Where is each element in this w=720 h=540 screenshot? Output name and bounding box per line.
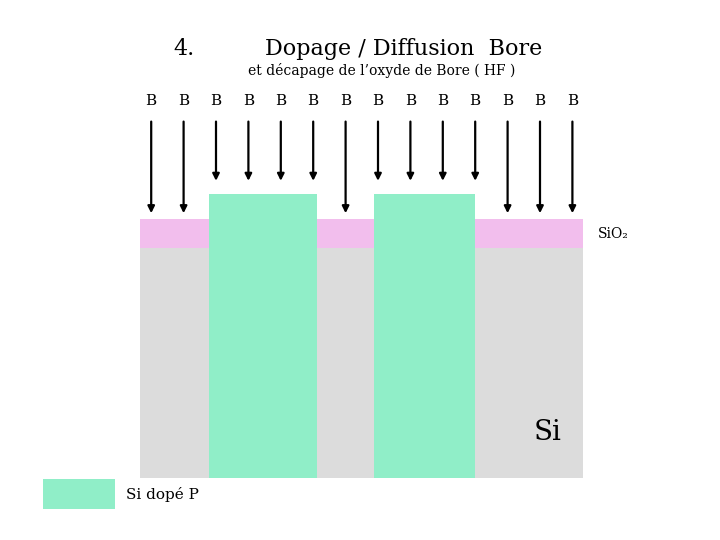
- Text: B: B: [307, 94, 319, 108]
- Text: B: B: [534, 94, 546, 108]
- Text: B: B: [210, 94, 222, 108]
- Text: Dopage / Diffusion  Bore: Dopage / Diffusion Bore: [264, 38, 542, 59]
- Text: Si: Si: [534, 418, 561, 445]
- Bar: [43, 479, 115, 509]
- Text: B: B: [372, 94, 384, 108]
- Text: B: B: [243, 94, 254, 108]
- Text: B: B: [178, 94, 189, 108]
- Bar: [374, 219, 475, 248]
- Text: 4.: 4.: [173, 38, 194, 59]
- Bar: [209, 194, 317, 478]
- Text: B: B: [145, 94, 157, 108]
- Text: B: B: [502, 94, 513, 108]
- Text: B: B: [340, 94, 351, 108]
- Bar: [374, 194, 475, 478]
- Bar: [140, 219, 583, 248]
- Text: B: B: [469, 94, 481, 108]
- Bar: [140, 243, 583, 478]
- Text: B: B: [567, 94, 578, 108]
- Text: et décapage de l’oxyde de Bore ( HF ): et décapage de l’oxyde de Bore ( HF ): [248, 63, 516, 78]
- Text: SiO₂: SiO₂: [598, 227, 629, 241]
- Bar: [209, 219, 317, 248]
- Text: Si dopé P: Si dopé P: [126, 487, 199, 502]
- Text: B: B: [275, 94, 287, 108]
- Text: B: B: [437, 94, 449, 108]
- Text: B: B: [405, 94, 416, 108]
